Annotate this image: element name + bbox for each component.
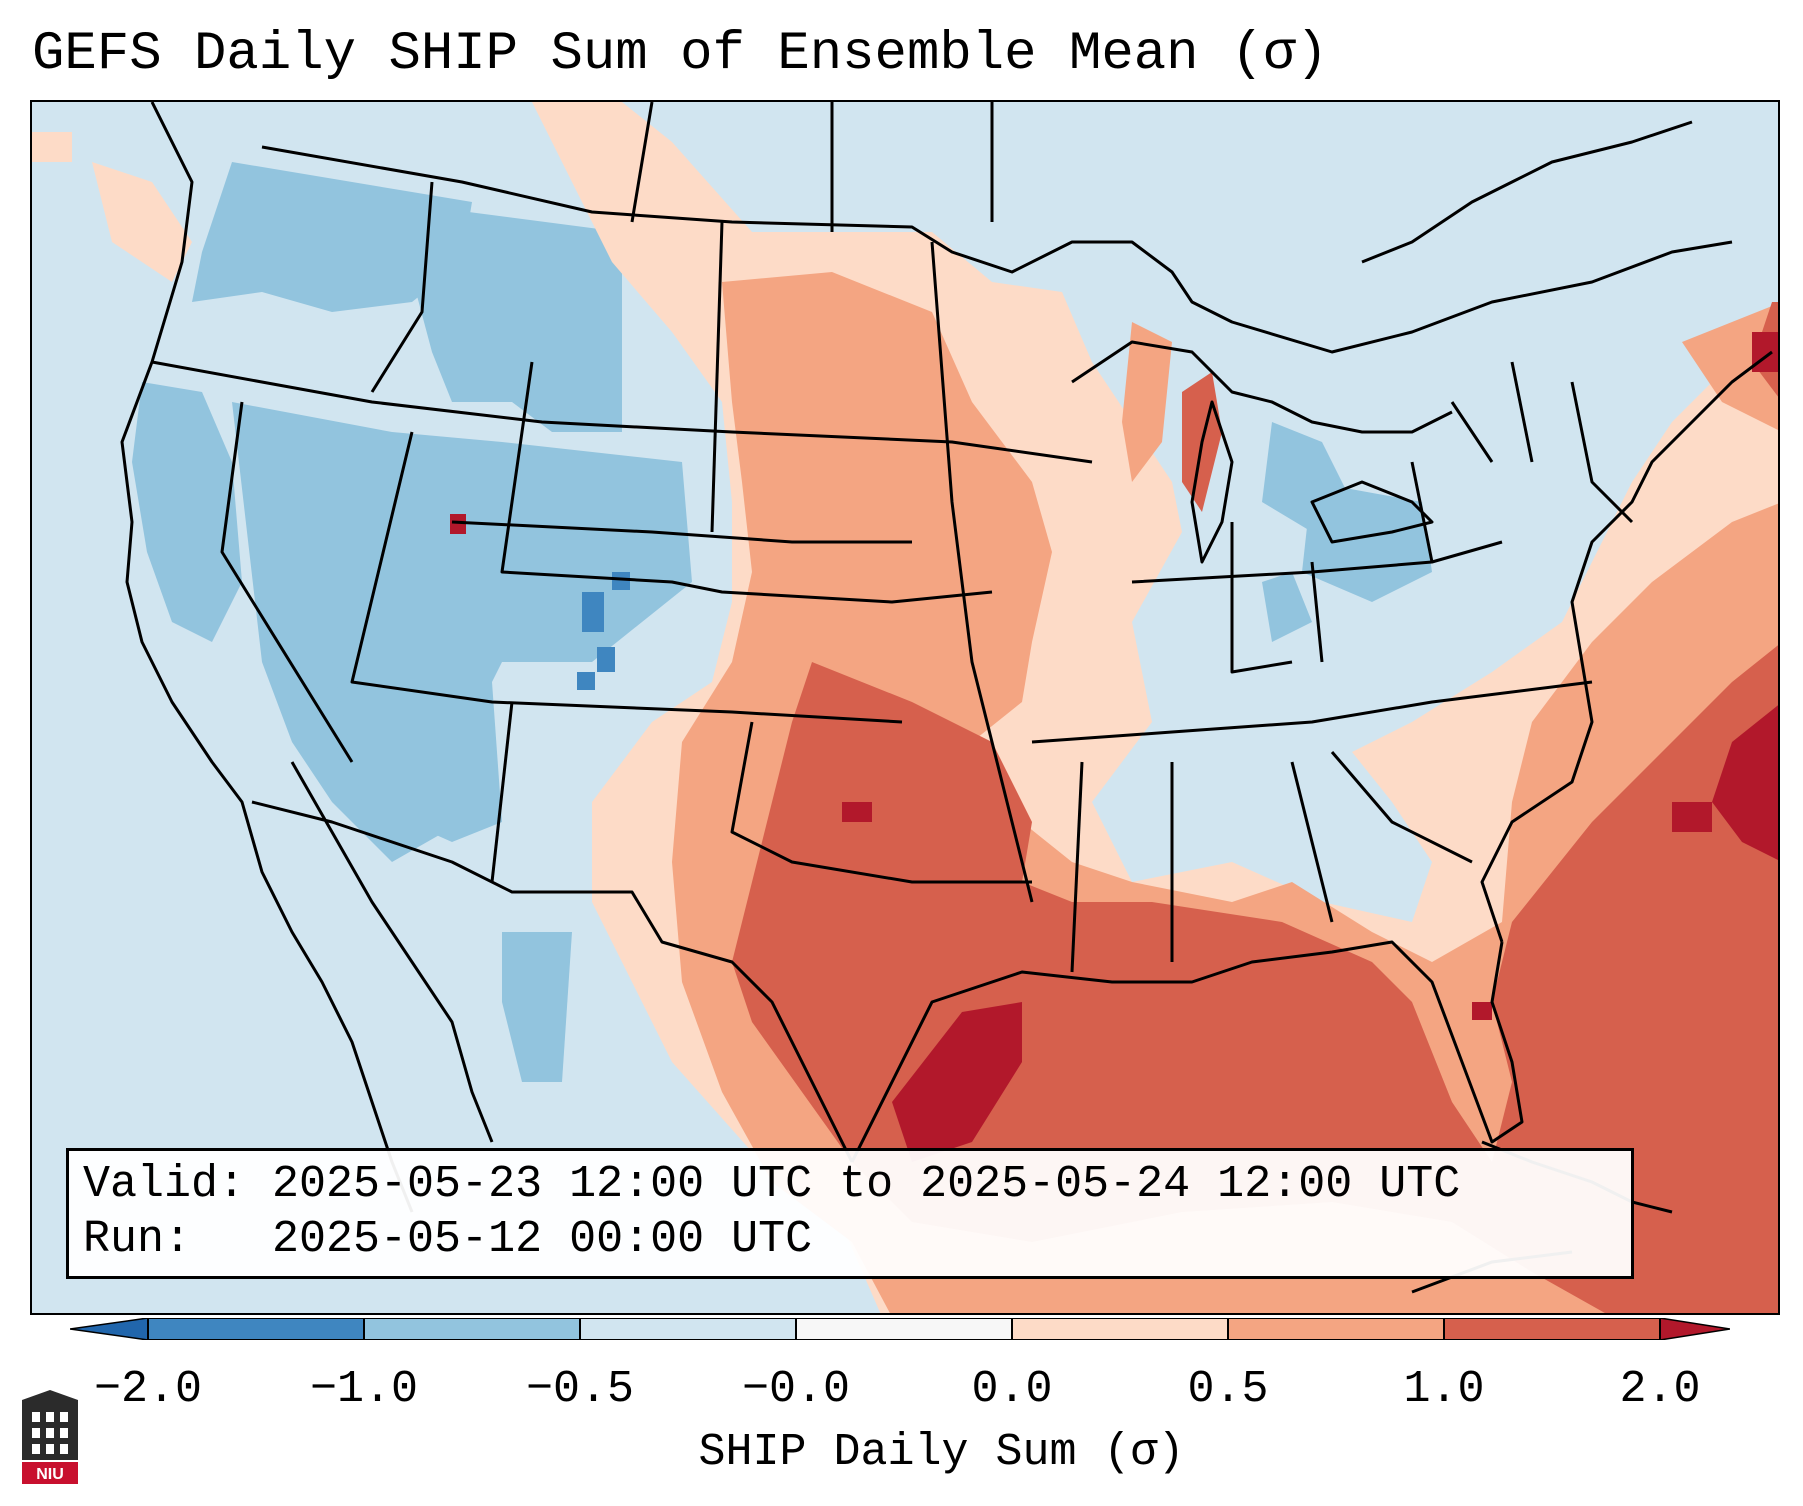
colorbar-bin-1 [148, 1318, 364, 1340]
map-title: GEFS Daily SHIP Sum of Ensemble Mean (σ) [32, 24, 1329, 85]
colorbar-tick-label: 0.5 [1187, 1364, 1269, 1415]
run-time-label: Run: 2025-05-12 00:00 UTC [83, 1214, 813, 1265]
colorbar-tick-label: 0.0 [971, 1364, 1053, 1415]
strong-negative-spots [577, 572, 630, 690]
colorbar-bin-3 [580, 1318, 796, 1340]
colorbar-tick-label: −0.0 [741, 1364, 851, 1415]
map-panel [30, 100, 1780, 1315]
info-box: Valid: 2025-05-23 12:00 UTC to 2025-05-2… [66, 1148, 1634, 1279]
colorbar-bin-5 [1012, 1318, 1228, 1340]
valid-time-label: Valid: 2025-05-23 12:00 UTC to 2025-05-2… [83, 1159, 1461, 1210]
colorbar-tick-label: −1.0 [309, 1364, 419, 1415]
colorbar-ticks [147, 1318, 1661, 1340]
colorbar-bin-6 [1228, 1318, 1444, 1340]
max-positive-spots [450, 332, 1778, 1162]
colorbar-bin-4 [796, 1318, 1012, 1340]
niu-logo: NIU [22, 1390, 78, 1484]
map-canvas [32, 102, 1778, 1313]
colorbar-bin-2 [364, 1318, 580, 1340]
colorbar [70, 1318, 1730, 1340]
coastlines-and-borders [120, 102, 1773, 1213]
colorbar-tick-label: −2.0 [93, 1364, 203, 1415]
colorbar-bin-7 [1444, 1318, 1660, 1340]
colorbar-title: SHIP Daily Sum (σ) [698, 1427, 1185, 1478]
niu-logo-text: NIU [36, 1466, 64, 1483]
colorbar-tick-label: −0.5 [525, 1364, 635, 1415]
colorbar-extend-low [70, 1318, 149, 1340]
colorbar-tick-label: 1.0 [1403, 1364, 1485, 1415]
colorbar-extend-high [1659, 1318, 1730, 1340]
negative-anomaly-regions [132, 162, 1751, 1313]
colorbar-tick-label: 2.0 [1619, 1364, 1701, 1415]
